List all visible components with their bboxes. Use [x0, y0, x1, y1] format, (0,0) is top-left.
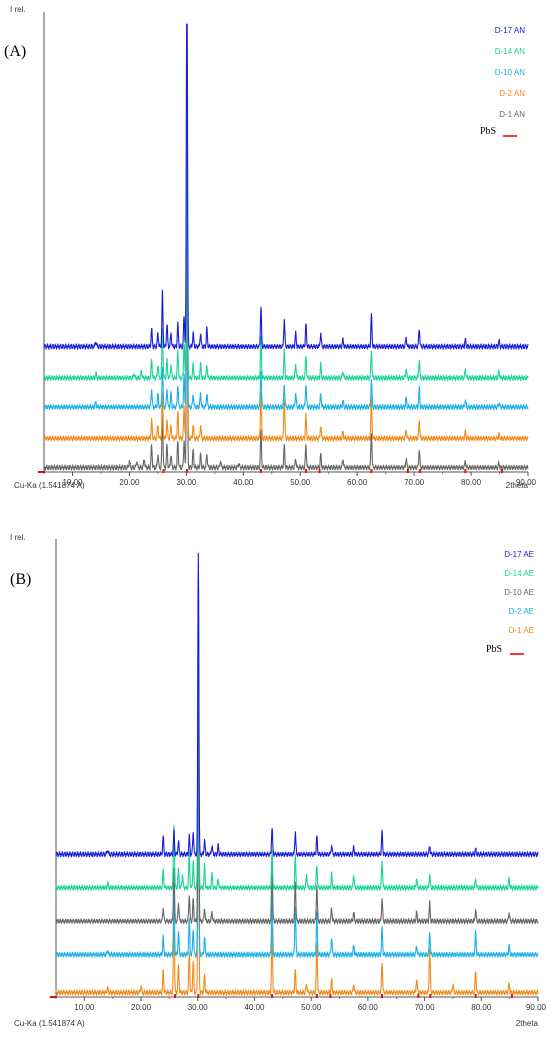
panel-0-legend-entry: D-14 AN: [495, 47, 525, 56]
panel-1-y-axis-label: I rel.: [10, 533, 26, 542]
panel-0-legend-entry: D-1 AN: [499, 110, 525, 119]
panel-1-series-line-d-2-ae: [55, 686, 539, 958]
panel-0-x-tick-label: 40.00: [233, 478, 254, 487]
panel-0-legend-entry: D-2 AN: [499, 89, 525, 98]
panel-0-x-tick-label: 70.00: [404, 478, 425, 487]
panel-1-x-tick-label: 10.00: [74, 1003, 95, 1012]
panel-1-series-line-d-14-ae: [55, 576, 539, 891]
panel-0-x-tick-label: 10.00: [62, 478, 83, 487]
panel-1-x-tick-label: 20.00: [131, 1003, 152, 1012]
panel-1-series-line-d-10-ae: [55, 673, 539, 925]
panel-0-legend-entry: D-10 AN: [495, 68, 525, 77]
panel-1-series-line-d-17-ae: [55, 552, 539, 858]
panel-1-x-tick-label: 50.00: [301, 1003, 322, 1012]
panel-1-legend-pbs-label: PbS: [486, 644, 502, 655]
panel-0-y-axis-label: I rel.: [10, 5, 26, 14]
panel-0-x-tick-label: 30.00: [176, 478, 197, 487]
panel-1-x-tick-label: 70.00: [415, 1003, 436, 1012]
panel-0-panel-letter: (A): [4, 43, 26, 60]
panel-0-source-caption: Cu-Ka (1.541874 A): [14, 481, 85, 490]
panel-1-x-tick-label: 90.00: [526, 1003, 547, 1012]
panel-0-x-axis-label: 2theta: [506, 481, 529, 490]
panel-0-legend-pbs-label: PbS: [480, 126, 496, 137]
panel-1-series-line-d-1-ae: [55, 746, 539, 996]
panel-1-x-tick-label: 40.00: [244, 1003, 265, 1012]
panel-1-source-caption: Cu-Ka (1.541874 A): [14, 1019, 85, 1028]
panel-0-legend-entry: D-17 AN: [495, 26, 525, 35]
panel-1-legend-entry: D-2 AE: [509, 607, 534, 616]
panel-1-x-tick-label: 30.00: [188, 1003, 209, 1012]
panel-0-x-tick-label: 80.00: [461, 478, 482, 487]
panel-0-series-line-d-17-an: [43, 23, 529, 350]
panel-1-legend-entry: D-14 AE: [504, 569, 534, 578]
panel-0-series-line-d-1-an: [43, 219, 529, 471]
panel-1-legend-entry: D-10 AE: [504, 588, 534, 597]
panel-0-series-line-d-10-an: [43, 136, 529, 411]
panel-0-x-tick-label: 50.00: [290, 478, 311, 487]
panel-1-x-tick-label: 80.00: [471, 1003, 492, 1012]
panel-1-x-axis-label: 2theta: [516, 1019, 539, 1028]
panel-1-legend-entry: D-17 AE: [504, 550, 534, 559]
panel-0-x-tick-label: 60.00: [347, 478, 368, 487]
panel-0-x-tick-label: 90.00: [516, 478, 537, 487]
panel-0-series-line-d-14-an: [43, 42, 529, 382]
panel-0-series-line-d-2-an: [43, 79, 529, 442]
panel-1-legend-entry: D-1 AE: [509, 626, 534, 635]
panel-1-panel-letter: (B): [10, 571, 31, 588]
panel-1-x-tick-label: 60.00: [358, 1003, 379, 1012]
panel-0-x-tick-label: 20.00: [119, 478, 140, 487]
